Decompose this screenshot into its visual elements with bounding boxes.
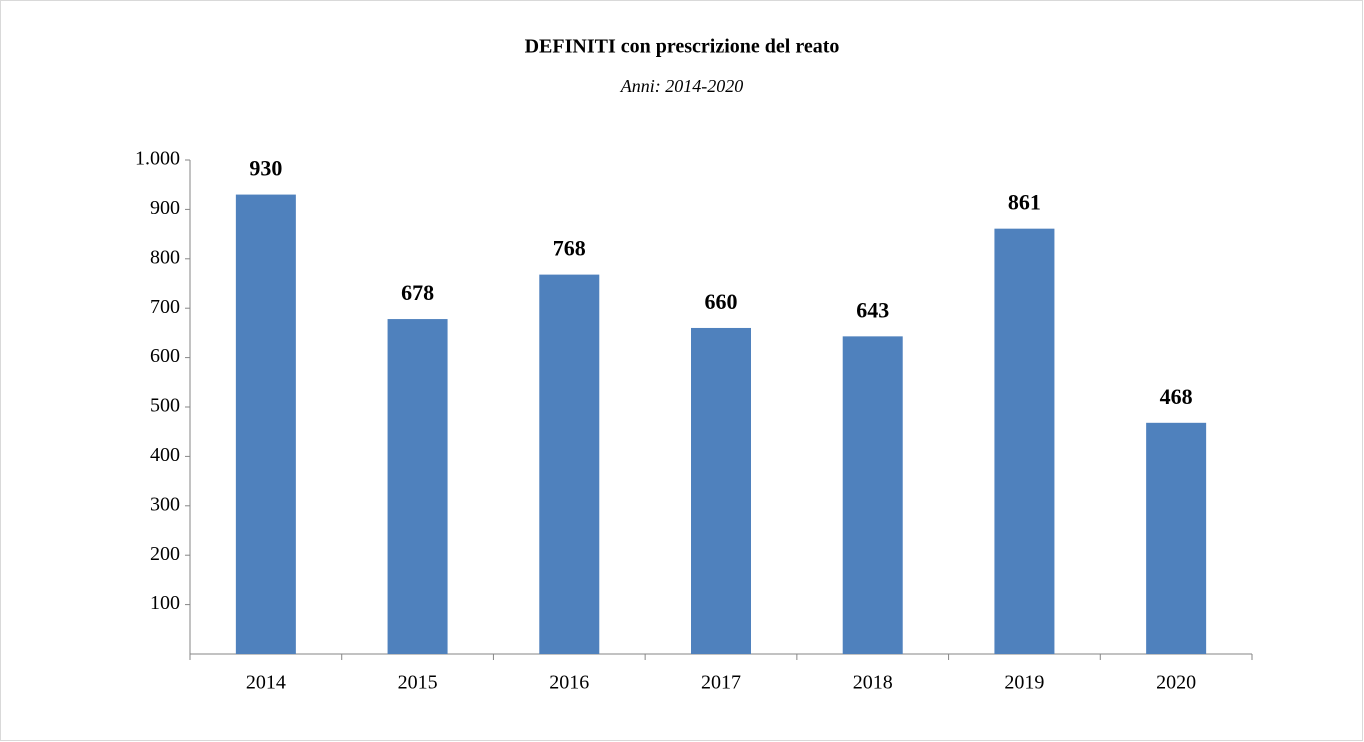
data-label: 678 xyxy=(401,280,434,305)
chart-title: DEFINITI con prescrizione del reato xyxy=(525,36,840,58)
chart-subtitle: Anni: 2014-2020 xyxy=(620,76,743,96)
y-tick-label: 300 xyxy=(150,493,180,515)
bar xyxy=(994,228,1055,654)
y-tick-label: 700 xyxy=(150,296,180,318)
y-tick-label: 500 xyxy=(150,395,180,417)
y-tick-label: 900 xyxy=(150,197,180,219)
y-tick-label: 1.000 xyxy=(135,148,180,170)
data-label: 768 xyxy=(553,236,586,261)
y-tick-label: 400 xyxy=(150,444,180,466)
bar xyxy=(539,274,600,654)
y-tick-label: 200 xyxy=(150,543,180,565)
data-label: 660 xyxy=(705,289,738,314)
x-tick-label: 2017 xyxy=(701,672,741,694)
x-tick-label: 2015 xyxy=(398,672,438,694)
bar xyxy=(235,194,296,654)
y-tick-label: 600 xyxy=(150,345,180,367)
bar xyxy=(691,327,751,654)
x-tick-label: 2018 xyxy=(853,672,893,694)
bar xyxy=(842,336,903,654)
x-tick-label: 2020 xyxy=(1156,672,1196,694)
bar xyxy=(387,319,448,654)
data-label: 468 xyxy=(1160,384,1193,409)
y-tick-label: 100 xyxy=(150,592,180,614)
x-tick-label: 2016 xyxy=(549,672,589,694)
y-tick-label: 800 xyxy=(150,246,180,268)
data-label: 930 xyxy=(249,156,282,181)
x-tick-label: 2019 xyxy=(1004,672,1044,694)
bar xyxy=(1146,422,1207,654)
data-label: 643 xyxy=(856,297,889,322)
data-label: 861 xyxy=(1008,190,1041,215)
x-tick-label: 2014 xyxy=(246,672,286,694)
